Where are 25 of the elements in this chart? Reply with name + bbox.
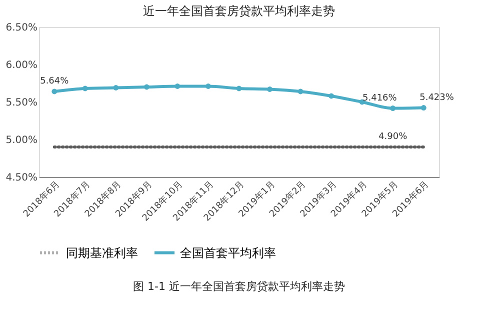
- chart-title: 近一年全国首套房贷款平均利率走势: [143, 4, 335, 18]
- legend-label: 同期基准利率: [66, 246, 138, 260]
- caption: 图 1-1 近一年全国首套房贷款平均利率走势: [133, 280, 345, 293]
- point: [82, 86, 88, 92]
- point: [236, 86, 242, 92]
- point: [267, 86, 273, 92]
- point: [174, 84, 180, 89]
- data-label: 5.423%: [420, 92, 454, 103]
- point: [113, 85, 119, 90]
- y-tick-label: 6.00%: [6, 60, 38, 71]
- y-tick-label: 4.50%: [6, 172, 38, 184]
- legend-label: 全国首套平均利率: [180, 246, 276, 260]
- point: [205, 84, 211, 89]
- y-tick-label: 5.00%: [6, 135, 38, 146]
- data-label: 4.90%: [378, 132, 408, 142]
- data-label: 5.64%: [40, 76, 70, 86]
- point: [390, 106, 396, 112]
- point: [420, 105, 426, 111]
- point: [52, 88, 58, 94]
- point: [144, 84, 150, 90]
- point: [298, 88, 304, 94]
- data-label: 5.416%: [362, 93, 398, 104]
- y-tick-label: 6.50%: [6, 22, 38, 34]
- y-tick-label: 5.50%: [6, 98, 38, 108]
- point: [328, 93, 334, 99]
